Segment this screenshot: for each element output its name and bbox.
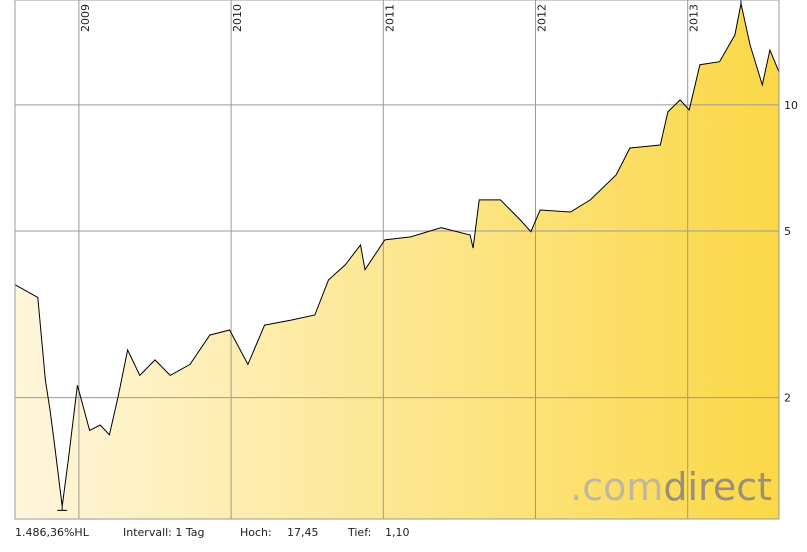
x-tick-label: 2009 <box>79 4 92 32</box>
y-tick-label: 5 <box>784 225 791 238</box>
x-tick-label: 2010 <box>231 4 244 32</box>
footer-low-label: Tief: <box>347 526 371 539</box>
watermark-suffix: direct <box>663 465 772 509</box>
y-tick-label: 10 <box>784 99 798 112</box>
plot-border <box>14 0 780 520</box>
high-marker <box>735 0 746 4</box>
y-tick-label: 2 <box>784 392 791 405</box>
footer-high-label: Hoch: <box>240 526 272 539</box>
x-tick-label: 2013 <box>688 4 701 32</box>
low-marker <box>57 506 68 511</box>
watermark: .comdirect <box>570 465 772 509</box>
watermark-prefix: .com <box>570 465 663 509</box>
x-tick-label: 2011 <box>383 4 396 32</box>
footer-high: 17,45 <box>287 526 319 539</box>
footer-change: 1.486,36%HL <box>15 526 90 539</box>
area <box>15 3 779 520</box>
x-tick-label: 2012 <box>535 4 548 32</box>
footer-low: 1,10 <box>385 526 410 539</box>
footer-interval: Intervall: 1 Tag <box>123 526 205 539</box>
price-line <box>14 3 780 507</box>
